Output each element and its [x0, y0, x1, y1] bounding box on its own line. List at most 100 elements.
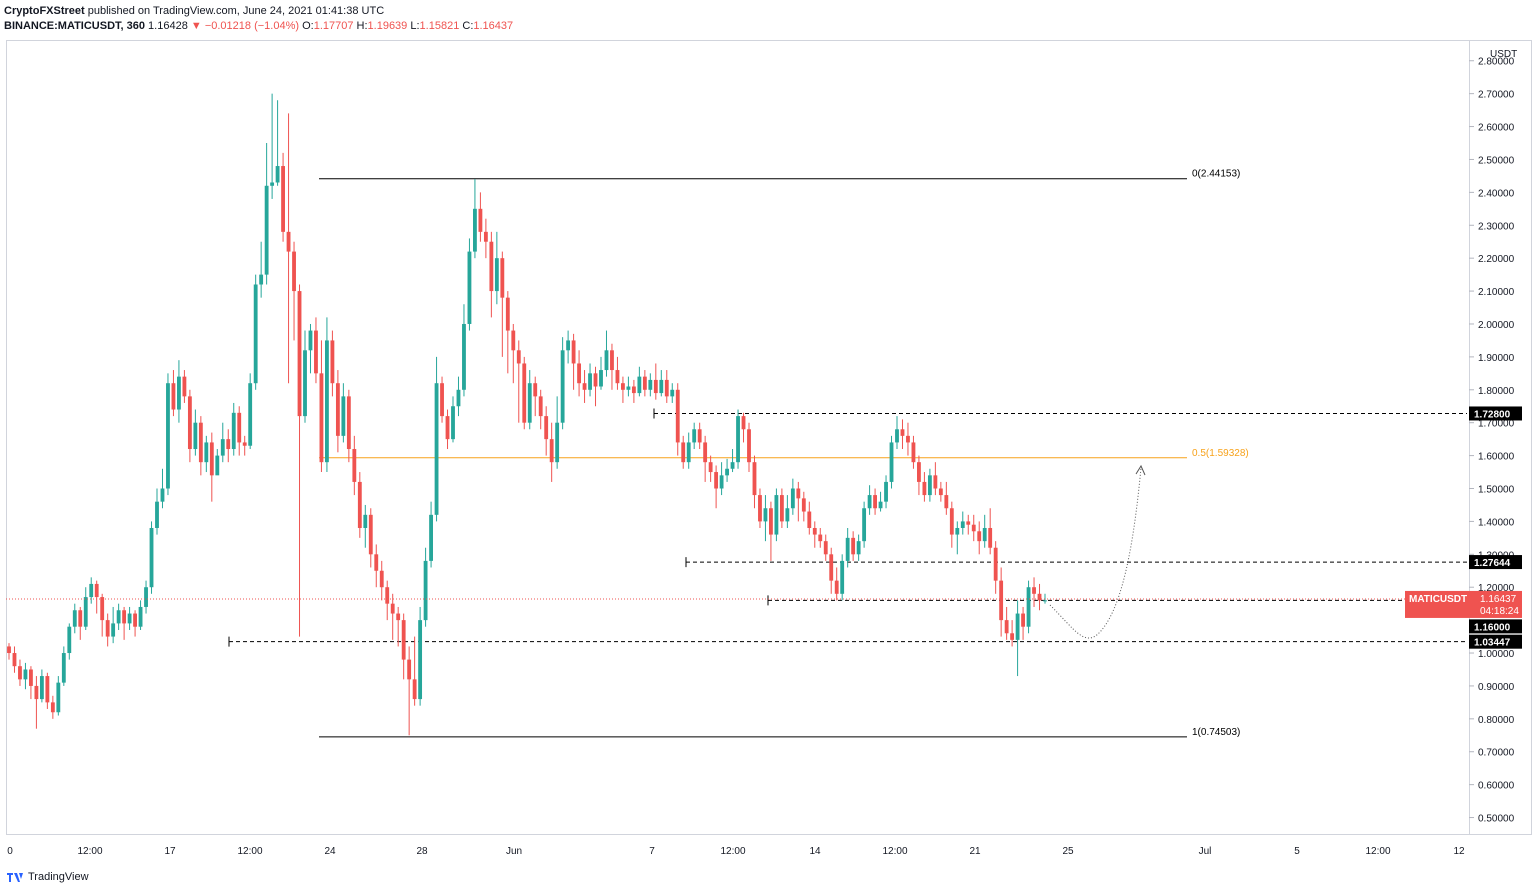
candle-body: [719, 475, 724, 489]
x-tick-label: 28: [416, 846, 428, 857]
candle-body: [703, 442, 708, 463]
candle-body: [111, 623, 116, 637]
candle-body: [133, 613, 137, 627]
candle-body: [473, 208, 477, 252]
x-tick-label: 12:00: [720, 846, 745, 857]
x-tick-label: 21: [969, 846, 981, 857]
x-tick-label: 0: [7, 846, 13, 857]
candle-body: [292, 251, 296, 292]
candle-body: [357, 481, 362, 528]
candle-body: [478, 208, 483, 232]
candle-body: [533, 383, 538, 397]
candle-body: [944, 495, 949, 509]
current-price-value: 1.16437: [1480, 594, 1517, 605]
candle-body: [911, 442, 916, 463]
candle-body: [949, 508, 954, 535]
candle-body: [396, 613, 401, 621]
high-value: 1.19639: [367, 20, 408, 32]
candle-body: [642, 376, 647, 390]
currency-label: USDT: [1490, 49, 1517, 60]
candle-body: [1037, 593, 1042, 601]
y-tick-label: 1.80000: [1478, 386, 1515, 397]
candle-body: [122, 610, 127, 624]
candle-body: [264, 185, 269, 275]
price-level-badge: [1469, 634, 1522, 649]
candle-body: [659, 379, 664, 394]
candle-body: [867, 495, 872, 509]
candle-body: [297, 291, 302, 417]
candle-body: [308, 330, 313, 351]
chart-header: CryptoFXStreet published on TradingView.…: [4, 4, 513, 34]
candle-body: [566, 340, 571, 351]
price-level-badge: [1469, 406, 1522, 421]
candle-body: [736, 416, 740, 463]
candle-body: [220, 439, 225, 456]
candle-body: [900, 429, 905, 436]
price-level-label: 1.72800: [1474, 409, 1511, 420]
candle-body: [177, 376, 181, 410]
candle-body: [955, 527, 960, 535]
candle-body: [829, 554, 834, 581]
price-change: −0.01218 (−1.04%): [204, 20, 300, 32]
candle-body: [144, 587, 148, 607]
candle-body: [966, 521, 971, 525]
candle-body: [516, 350, 521, 364]
close-label: C:: [462, 20, 474, 32]
candle-body: [758, 495, 762, 522]
candle-body: [686, 442, 691, 463]
fib-label: 0(2.44153): [1192, 169, 1240, 180]
candle-body: [927, 475, 932, 496]
candle-body: [12, 653, 17, 667]
x-tick-label: 14: [809, 846, 821, 857]
x-tick-label: 24: [324, 846, 336, 857]
candle-body: [873, 495, 877, 509]
y-tick-label: 2.70000: [1478, 90, 1515, 101]
tradingview-logo-icon: [7, 873, 23, 882]
candle-body: [823, 541, 828, 555]
candle-body: [752, 462, 757, 496]
candle-body: [18, 666, 22, 680]
candle-body: [325, 340, 329, 463]
price-axis[interactable]: [1469, 40, 1532, 835]
candle-body: [604, 350, 609, 371]
x-tick-label: 12:00: [882, 846, 907, 857]
candle-body: [374, 554, 379, 571]
candle-body: [993, 547, 998, 581]
candle-body: [89, 583, 94, 598]
candle-body: [862, 508, 867, 542]
candle-body: [50, 702, 55, 713]
fib-label: 0.5(1.59328): [1192, 448, 1249, 459]
current-price-badge: [1405, 590, 1522, 618]
candle-body: [615, 370, 620, 384]
publisher-name[interactable]: CryptoFXStreet: [4, 5, 85, 17]
candle-body: [231, 412, 236, 450]
candle-body: [774, 495, 779, 535]
candle-body: [215, 455, 220, 476]
candle-body: [725, 468, 729, 476]
y-tick-label: 1.50000: [1478, 485, 1515, 496]
high-label: H:: [356, 20, 368, 32]
candle-body: [922, 481, 927, 496]
candle-body: [577, 363, 581, 384]
projection-path: [1049, 467, 1142, 639]
candle-body: [631, 386, 636, 394]
candle-body: [67, 626, 72, 654]
candle-body: [785, 508, 790, 522]
candle-body: [407, 659, 412, 680]
candle-body: [741, 416, 746, 430]
projection-arrowhead-icon: [1135, 464, 1146, 476]
candle-body: [977, 531, 982, 542]
y-tick-label: 2.60000: [1478, 123, 1515, 134]
candle-body: [259, 274, 264, 285]
candle-body: [423, 560, 428, 621]
candle-body: [275, 166, 280, 183]
candle-body: [155, 501, 159, 528]
candle-body: [78, 610, 83, 627]
candle-body: [149, 527, 154, 588]
close-value: 1.16437: [473, 20, 514, 32]
candle-body: [845, 537, 850, 561]
x-tick-label: Jul: [1199, 846, 1212, 857]
tradingview-footer[interactable]: TradingView: [6, 871, 89, 883]
symbol-label[interactable]: BINANCE:MATICUSDT, 360: [4, 20, 145, 32]
